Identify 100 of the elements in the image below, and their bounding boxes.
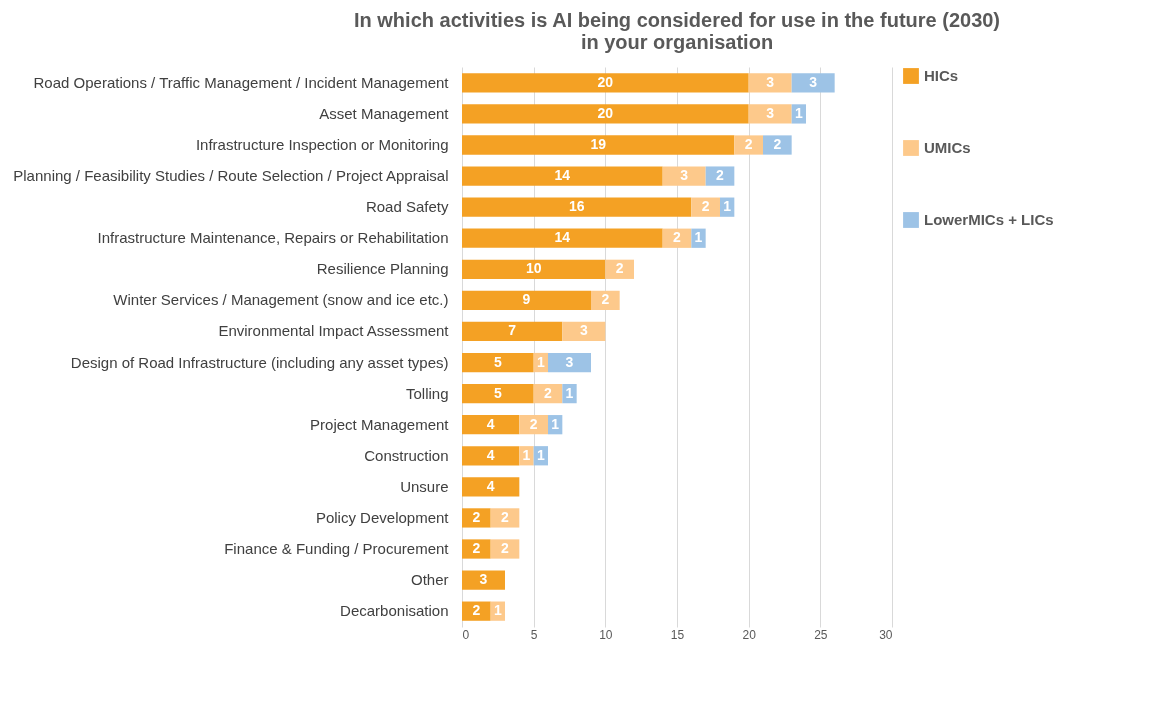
bar [605,259,634,279]
y-tick-label: Tolling [405,384,449,402]
y-tick-label: Construction [364,446,449,464]
data-label: 2 [472,540,481,556]
x-tick-label: 25 [814,627,828,642]
data-label: 4 [486,446,495,463]
bar [462,570,505,590]
data-label: 7 [508,322,517,339]
y-tick-label: Environmental Impact Assessment [218,322,450,340]
bar [462,166,663,186]
data-label: 2 [615,260,624,277]
data-label: 1 [522,446,531,463]
bar [462,228,663,248]
y-tick-label: Policy Development [315,508,450,526]
data-label: 5 [493,353,502,370]
x-tick-label: 15 [670,627,685,642]
data-label: 1 [551,415,560,432]
data-label: 2 [501,540,510,556]
data-label: 1 [536,353,545,370]
data-label: 3 [479,571,488,588]
y-tick-label: Infrastructure Inspection or Monitoring [195,136,449,153]
data-label: 1 [493,602,502,619]
data-label: 3 [766,104,775,121]
bar [691,197,720,217]
data-label: 1 [565,384,574,401]
data-label: 2 [673,229,682,246]
data-label: 4 [486,477,495,494]
y-tick-label: Decarbonisation [340,602,449,620]
data-label: 14 [554,229,571,246]
bar [490,539,520,559]
data-label: 3 [809,73,818,90]
bar [462,135,735,155]
data-label: 10 [525,260,542,277]
bar [462,601,491,621]
bar [462,446,520,466]
legend-label: HICs [924,67,959,84]
bar [705,166,735,186]
bar [490,508,520,528]
y-tick-label: Other [410,571,449,589]
data-label: 2 [544,384,553,401]
y-tick-label: Planning / Feasibility Studies / Route Selection / Project Appraisal [13,167,449,185]
data-label: 2 [472,602,481,619]
bar [462,73,749,93]
bar [462,352,534,373]
y-tick-label: Winter Services / Management (snow and ice etc.) [113,291,449,309]
data-label: 20 [597,73,614,90]
bar [791,73,835,93]
data-label: 19 [590,136,607,152]
data-label: 2 [744,136,753,152]
data-label: 2 [701,198,710,215]
bar [748,73,792,93]
bar [462,104,749,124]
data-label: 14 [554,167,571,184]
bar [462,539,491,559]
y-tick-label: Road Operations / Traffic Management / Incident Management [33,73,450,91]
y-tick-label: Asset Management [319,104,450,122]
bar [462,415,520,435]
bar [519,415,548,435]
bar [462,508,491,528]
bar [462,197,692,217]
data-label: 1 [536,446,545,463]
data-label: 1 [723,198,732,215]
x-tick-label: 5 [530,627,538,642]
data-label: 2 [501,508,510,525]
legend-label: LowerMICs + LICs [924,211,1054,228]
bar [462,321,563,342]
data-label: 20 [597,104,614,121]
data-label: 2 [529,415,538,432]
bar [548,352,591,373]
y-tick-label: Design of Road Infrastructure (including any asset types) [70,353,449,371]
data-label: 5 [493,384,502,401]
data-label: 9 [522,291,531,308]
x-tick-label: 0 [462,627,470,642]
data-label: 16 [568,198,585,215]
y-tick-label: Road Safety [365,198,449,216]
data-label: 3 [565,353,574,370]
bar [462,477,520,497]
bar [462,290,591,311]
data-label: 2 [773,136,782,152]
chart-title: In which activities is AI being considered for use in the future (2030) in your organisation [353,9,1001,53]
bar [734,135,763,155]
y-tick-label: Unsure [400,477,449,495]
legend-label: UMICs [924,139,971,156]
y-tick-label: Project Management [310,415,450,433]
bar [748,104,792,124]
data-label: 2 [716,167,725,184]
data-label: 3 [680,167,689,184]
bar [591,290,620,311]
bar [462,383,534,404]
bar [763,135,792,155]
x-tick-label: 30 [879,627,893,642]
x-tick-label: 20 [742,627,757,642]
data-label: 4 [486,415,495,432]
data-label: 3 [579,322,588,339]
bar [462,259,606,279]
y-tick-label: Infrastructure Maintenance, Repairs or Rehabilitation [97,229,449,247]
data-label: 2 [601,291,610,308]
y-tick-label: Resilience Planning [316,260,449,278]
y-tick-label: Finance & Funding / Procurement [224,540,450,557]
data-label: 2 [472,508,481,525]
